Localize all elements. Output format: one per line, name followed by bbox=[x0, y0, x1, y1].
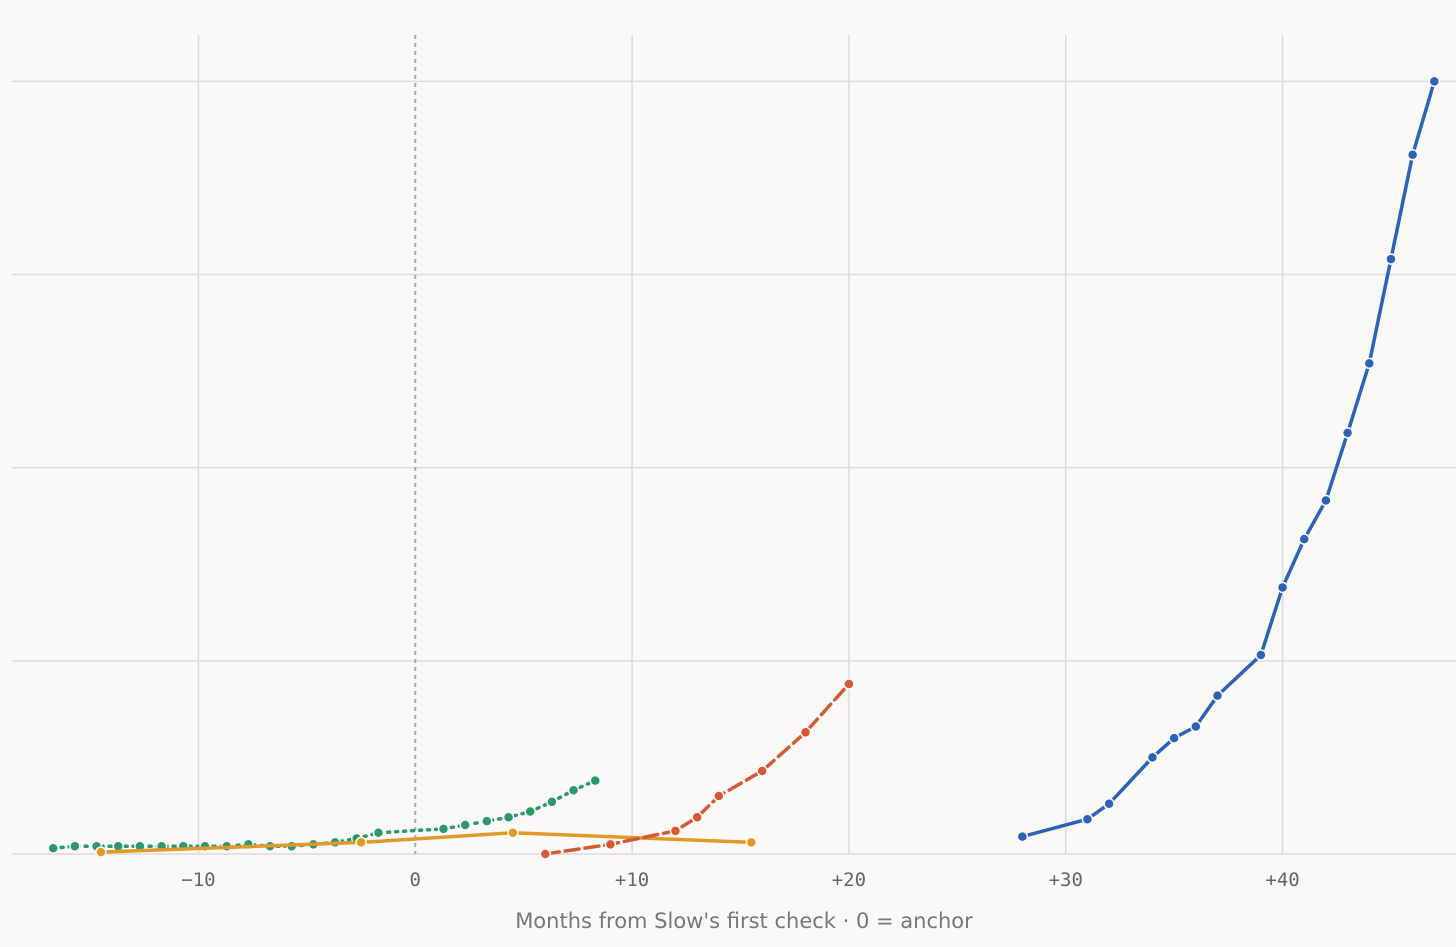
x-tick-label: 0 bbox=[410, 869, 421, 891]
data-point bbox=[1081, 813, 1094, 825]
data-point bbox=[756, 765, 768, 777]
data-point bbox=[1298, 533, 1310, 545]
data-point bbox=[1190, 720, 1202, 733]
x-tick-label: −10 bbox=[181, 869, 215, 891]
data-point bbox=[524, 805, 536, 818]
data-point bbox=[459, 819, 471, 831]
x-tick-label: +30 bbox=[1049, 869, 1083, 891]
x-tick-label: +20 bbox=[832, 869, 866, 891]
data-point bbox=[1016, 830, 1029, 843]
data-point bbox=[1255, 649, 1267, 661]
data-point bbox=[1211, 689, 1224, 702]
data-point bbox=[539, 848, 552, 860]
data-point bbox=[843, 678, 855, 690]
data-point bbox=[1428, 75, 1441, 88]
data-point bbox=[437, 823, 450, 835]
data-point bbox=[799, 726, 812, 739]
data-point bbox=[481, 815, 493, 827]
data-point bbox=[355, 836, 367, 849]
data-point bbox=[1146, 751, 1159, 764]
data-point bbox=[589, 774, 601, 787]
data-point bbox=[1320, 494, 1332, 507]
data-point bbox=[1168, 732, 1180, 744]
data-point bbox=[567, 784, 580, 797]
series-line bbox=[543, 682, 851, 856]
series-line bbox=[1020, 79, 1437, 839]
data-point bbox=[69, 840, 81, 853]
data-point bbox=[546, 796, 558, 808]
data-point bbox=[507, 827, 519, 839]
data-point bbox=[691, 811, 703, 824]
data-point bbox=[1363, 357, 1376, 370]
data-point bbox=[604, 838, 617, 851]
data-point bbox=[95, 846, 107, 858]
data-point bbox=[1341, 427, 1354, 439]
data-point bbox=[1385, 253, 1397, 265]
x-axis-label: Months from Slow's first check · 0 = anc… bbox=[515, 909, 973, 933]
data-point bbox=[745, 836, 758, 849]
data-point bbox=[1103, 798, 1115, 810]
data-point bbox=[1406, 149, 1419, 161]
x-tick-label: +10 bbox=[615, 869, 649, 891]
data-point bbox=[669, 825, 682, 837]
data-point bbox=[713, 790, 725, 802]
x-tick-label: +40 bbox=[1265, 869, 1299, 891]
data-point bbox=[372, 827, 385, 839]
data-point bbox=[1276, 581, 1289, 594]
data-point bbox=[502, 811, 515, 824]
series-line bbox=[99, 831, 754, 854]
data-point bbox=[47, 842, 59, 854]
